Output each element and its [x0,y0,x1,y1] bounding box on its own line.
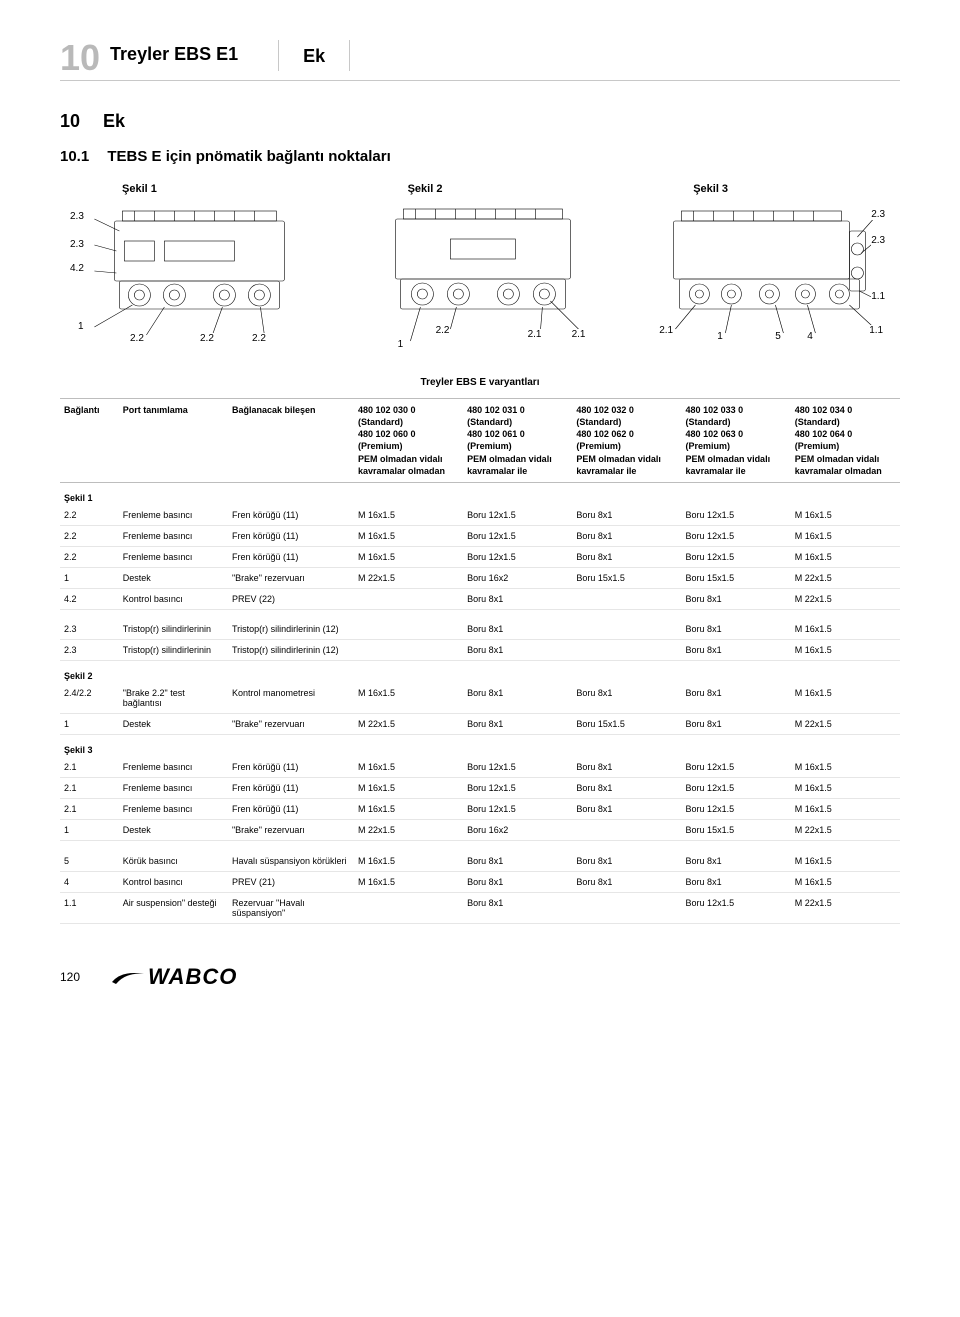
wabco-swoosh-icon [110,968,146,986]
table-row: 2.4/2.2"Brake 2.2" test bağlantısıKontro… [60,683,900,714]
fig2-label-2-2: 2.2 [436,325,450,336]
table-row: 2.1Frenleme basıncıFren körüğü (11)M 16x… [60,799,900,820]
h2-number: 10 [60,111,80,131]
figure-1: Şekil 1 [60,183,329,351]
page-footer: 120 WABCO [60,964,900,990]
table-row: 4Kontrol basıncıPREV (21)M 16x1.5Boru 8x… [60,871,900,892]
section-heading-h3: 10.1 TEBS E için pnömatik bağlantı nokta… [60,148,900,165]
figure-3-drawing: 2.3 2.3 2.1 1 5 4 1.1 1.1 [631,201,900,351]
fig2-label-2-1a: 2.1 [528,329,542,340]
fig3-label-1: 1 [717,331,723,342]
h3-number: 10.1 [60,148,89,165]
table-row: 2.1Frenleme basıncıFren körüğü (11)M 16x… [60,757,900,778]
th-variant-3: 480 102 032 0 (Standard) 480 102 062 0 (… [572,399,681,482]
figures-row: Şekil 1 [60,183,900,351]
connections-table: Bağlantı Port tanımlama Bağlanacak bileş… [60,399,900,924]
fig1-label-2-2c: 2.2 [252,333,266,344]
fig3-label-1-1b: 1.1 [869,325,883,336]
fig3-label-2-3a: 2.3 [871,209,885,220]
page-header: 10 Treyler EBS E1 Ek [60,40,900,81]
figure-1-caption: Şekil 1 [60,183,157,195]
table-row: 1Destek"Brake" rezervuarıM 22x1.5Boru 16… [60,567,900,588]
th-variant-2: 480 102 031 0 (Standard) 480 102 061 0 (… [463,399,572,482]
fig3-label-5: 5 [775,331,781,342]
th-baglanti: Bağlantı [60,399,119,482]
table-body: Şekil 1 2.2Frenleme basıncıFren körüğü (… [60,482,900,923]
table-row: 1Destek"Brake" rezervuarıM 22x1.5Boru 16… [60,820,900,841]
table-row: 2.2Frenleme basıncıFren körüğü (11)M 16x… [60,525,900,546]
wabco-logo: WABCO [110,964,237,990]
section-sekil1: Şekil 1 [60,482,900,505]
h3-title: TEBS E için pnömatik bağlantı noktaları [107,148,390,165]
table-header-row: Bağlantı Port tanımlama Bağlanacak bileş… [60,399,900,482]
table-row: 5Körük basıncıHavalı süspansiyon körükle… [60,851,900,872]
th-port: Port tanımlama [119,399,228,482]
figure-2: Şekil 2 [346,183,615,351]
page-number: 120 [60,970,80,984]
table-row: 1Destek"Brake" rezervuarıM 22x1.5Boru 8x… [60,714,900,735]
fig3-label-2-1: 2.1 [659,325,673,336]
fig1-label-1: 1 [78,321,84,332]
chapter-number: 10 [60,40,100,76]
chapter-title: Treyler EBS E1 [110,40,238,65]
table-row: 2.3Tristop(r) silindirlerininTristop(r) … [60,619,900,640]
fig1-label-2-3a: 2.3 [70,211,84,222]
table-row: 1.1Air suspension" desteğiRezervuar "Hav… [60,892,900,923]
wabco-logo-text: WABCO [148,964,237,990]
th-variant-4: 480 102 033 0 (Standard) 480 102 063 0 (… [682,399,791,482]
fig3-label-2-3b: 2.3 [871,235,885,246]
fig1-label-4-2: 4.2 [70,263,84,274]
figure-1-drawing: 2.3 2.3 4.2 1 2.2 2.2 2.2 [60,201,329,351]
h2-title: Ek [103,111,125,131]
table-row: 2.1Frenleme basıncıFren körüğü (11)M 16x… [60,778,900,799]
section-sekil3: Şekil 3 [60,735,900,758]
fig2-label-2-1b: 2.1 [572,329,586,340]
table-row: 4.2Kontrol basıncıPREV (22)Boru 8x1Boru … [60,588,900,609]
fig1-label-2-2b: 2.2 [200,333,214,344]
variant-table-title: Treyler EBS E varyantları [60,371,900,399]
table-row: 2.2Frenleme basıncıFren körüğü (11)M 16x… [60,546,900,567]
fig1-label-2-3b: 2.3 [70,239,84,250]
fig3-label-4: 4 [807,331,813,342]
figure-3-caption: Şekil 3 [631,183,728,195]
table-row: 2.3Tristop(r) silindirlerininTristop(r) … [60,640,900,661]
section-heading-h2: 10 Ek [60,111,900,132]
fig2-label-1: 1 [398,339,404,350]
section-sekil2: Şekil 2 [60,661,900,684]
table-row: 2.2Frenleme basıncıFren körüğü (11)M 16x… [60,505,900,526]
fig1-label-2-2a: 2.2 [130,333,144,344]
th-variant-5: 480 102 034 0 (Standard) 480 102 064 0 (… [791,399,900,482]
fig3-label-1-1a: 1.1 [871,291,885,302]
th-bilesen: Bağlanacak bileşen [228,399,354,482]
appendix-tab: Ek [278,40,350,71]
figure-2-caption: Şekil 2 [346,183,443,195]
figure-3: Şekil 3 [631,183,900,351]
th-variant-1: 480 102 030 0 (Standard) 480 102 060 0 (… [354,399,463,482]
figure-2-drawing: 2.2 1 2.1 2.1 [346,201,615,351]
